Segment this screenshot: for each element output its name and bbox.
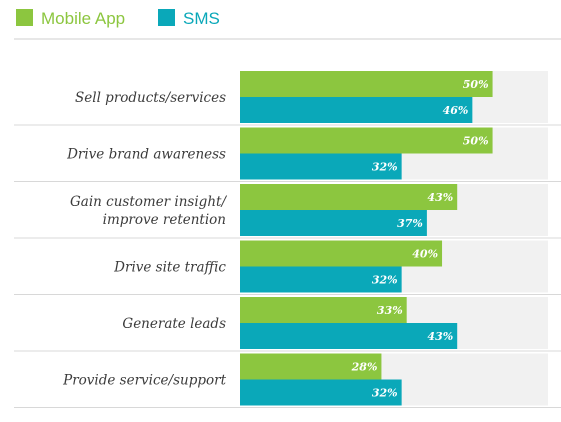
bar-sms — [240, 266, 402, 293]
data-label: 43% — [427, 330, 453, 343]
data-label: 46% — [443, 104, 469, 117]
category-label: Sell products/services — [75, 90, 226, 106]
data-label: 50% — [463, 78, 489, 91]
data-label: 40% — [412, 248, 438, 261]
data-label: 50% — [463, 135, 489, 148]
category-label: Generate leads — [122, 316, 226, 332]
data-label: 43% — [427, 191, 453, 204]
legend-label-sms: SMS — [183, 9, 220, 28]
bar-sms — [240, 379, 402, 406]
data-label: 32% — [372, 274, 398, 287]
data-label: 32% — [372, 387, 398, 400]
bar-sms — [240, 97, 473, 123]
legend: Mobile App SMS — [16, 9, 220, 28]
legend-swatch-sms — [158, 9, 175, 26]
category-label: Drive site traffic — [113, 260, 226, 276]
data-label: 33% — [377, 304, 403, 317]
bar-sms — [240, 153, 402, 180]
legend-label-mobile-app: Mobile App — [41, 9, 125, 28]
bar-sms — [240, 210, 427, 236]
data-label: 32% — [372, 161, 398, 174]
data-label: 28% — [351, 361, 378, 374]
bar-mobile-app — [240, 240, 443, 267]
legend-swatch-mobile-app — [16, 9, 33, 26]
bar-mobile-app — [240, 353, 382, 380]
chart-rows: Sell products/services 50% 46% Drive brand … — [14, 71, 561, 408]
bar-mobile-app — [240, 297, 407, 323]
bar-mobile-app — [240, 127, 493, 154]
bar-sms — [240, 323, 458, 349]
bar-mobile-app — [240, 71, 493, 97]
category-label: Drive brand awareness — [66, 147, 226, 163]
bar-mobile-app — [240, 184, 458, 210]
data-label: 37% — [397, 217, 423, 230]
category-label: Provide service/support — [62, 373, 226, 389]
category-label: Gain customer insight/improve retention — [70, 194, 227, 228]
